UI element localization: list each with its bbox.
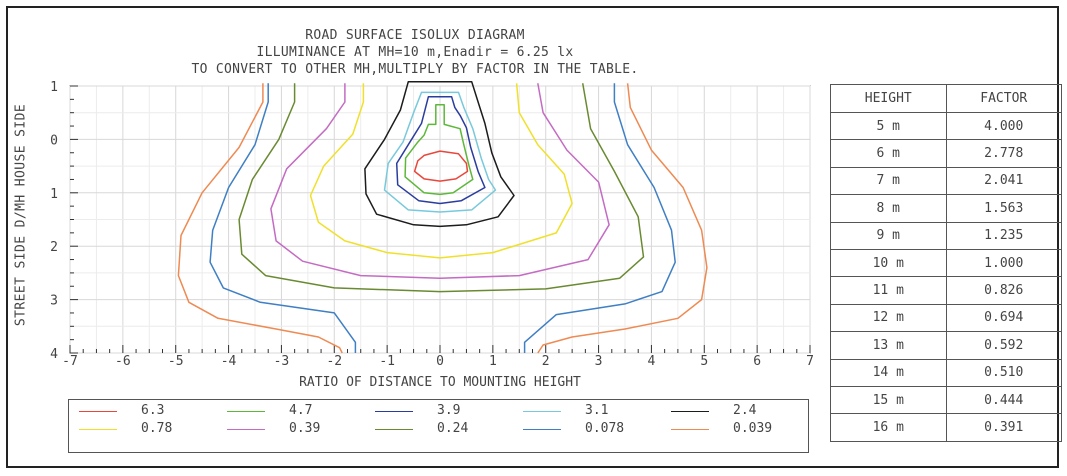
x-tick-label: -1	[379, 354, 395, 369]
chart-title: ROAD SURFACE ISOLUX DIAGRAM	[305, 28, 525, 43]
factor-cell: 0.391	[945, 413, 1062, 442]
contour-0-39	[270, 83, 610, 279]
legend-label: 0.39	[289, 421, 321, 436]
table-row: 16 m 0.391	[830, 413, 1062, 442]
y-tick-label: 3	[50, 294, 58, 309]
table-row: 9 m 1.235	[830, 221, 1062, 250]
table-row: 7 m 2.041	[830, 166, 1062, 196]
x-tick-label: -4	[221, 354, 237, 369]
x-tick-label: -7	[62, 354, 78, 369]
legend: 6.3 4.7 3.9 3.1 2.4 0.78 0.39 0.24 0.078 0.039	[68, 399, 809, 453]
legend-label: 3.1	[585, 403, 609, 418]
factor-cell: 0.826	[945, 276, 1062, 305]
factor-cell: 4.000	[945, 111, 1062, 141]
legend-swatch	[79, 429, 117, 430]
height-cell: 14 m	[830, 358, 947, 387]
height-cell: 7 m	[830, 166, 947, 196]
table-row: 5 m 4.000	[830, 111, 1062, 141]
x-tick-label: -2	[326, 354, 342, 369]
contour-4-7	[404, 103, 474, 196]
contour-6-3	[413, 150, 469, 182]
legend-swatch	[523, 429, 561, 430]
x-tick-label: 6	[753, 354, 761, 369]
table-row: 11 m 0.826	[830, 276, 1062, 305]
y-tick-label: 1	[50, 80, 58, 95]
factor-header: FACTOR	[945, 84, 1062, 113]
legend-swatch	[375, 411, 413, 412]
x-tick-label: -3	[274, 354, 290, 369]
height-cell: 5 m	[830, 111, 947, 141]
x-tick-label: 3	[595, 354, 603, 369]
table-row: 15 m 0.444	[830, 385, 1062, 415]
legend-swatch	[227, 411, 265, 412]
legend-label: 0.78	[141, 421, 173, 436]
factor-cell: 2.041	[945, 166, 1062, 196]
factor-cell: 1.000	[945, 248, 1062, 278]
legend-label: 3.9	[437, 403, 461, 418]
factor-cell: 1.563	[945, 194, 1062, 223]
legend-swatch	[523, 411, 561, 412]
height-cell: 15 m	[830, 385, 947, 415]
legend-label: 0.039	[733, 421, 773, 436]
height-cell: 12 m	[830, 303, 947, 333]
x-tick-label: 2	[542, 354, 550, 369]
factor-cell: 1.235	[945, 221, 1062, 250]
height-header: HEIGHT	[830, 84, 947, 113]
contour-0-24	[238, 83, 645, 293]
contour-0-039	[177, 83, 708, 354]
contour-2-4	[364, 80, 515, 228]
chart-subtitle: ILLUMINANCE AT MH=10 m,Enadir = 6.25 lx	[256, 45, 574, 60]
height-cell: 8 m	[830, 194, 947, 223]
factor-table-header: HEIGHT FACTOR	[830, 84, 1062, 113]
legend-swatch	[227, 429, 265, 430]
table-row: 14 m 0.510	[830, 358, 1062, 387]
legend-label: 6.3	[141, 403, 165, 418]
contour-0-78	[309, 83, 573, 259]
height-cell: 16 m	[830, 413, 947, 442]
legend-swatch	[79, 411, 117, 412]
factor-cell: 0.694	[945, 303, 1062, 333]
y-tick-label: 0	[50, 133, 58, 148]
contour-0-078	[209, 83, 676, 353]
table-row: 10 m 1.000	[830, 248, 1062, 278]
x-axis-label: RATIO OF DISTANCE TO MOUNTING HEIGHT	[299, 375, 581, 390]
factor-cell: 0.444	[945, 385, 1062, 415]
y-tick-label: 1	[50, 187, 58, 202]
factor-cell: 0.592	[945, 331, 1062, 360]
table-row: 13 m 0.592	[830, 331, 1062, 360]
legend-label: 0.078	[585, 421, 625, 436]
factor-cell: 0.510	[945, 358, 1062, 387]
x-tick-label: -6	[115, 354, 131, 369]
legend-label: 4.7	[289, 403, 313, 418]
x-tick-label: 7	[806, 354, 814, 369]
x-tick-label: 0	[436, 354, 444, 369]
contour-3-9	[395, 95, 486, 205]
factor-table: HEIGHT FACTOR 5 m 4.000 6 m 2.778 7 m 2.041 8 …	[830, 84, 1062, 442]
legend-label: 0.24	[437, 421, 469, 436]
factor-cell: 2.778	[945, 139, 1062, 168]
height-cell: 9 m	[830, 221, 947, 250]
height-cell: 11 m	[830, 276, 947, 305]
legend-swatch	[671, 429, 709, 430]
contour-3-1	[383, 91, 497, 213]
table-row: 6 m 2.778	[830, 139, 1062, 168]
legend-label: 2.4	[733, 403, 757, 418]
y-tick-label: 4	[50, 347, 58, 362]
x-tick-label: 1	[489, 354, 497, 369]
y-tick-label: 2	[50, 240, 58, 255]
legend-swatch	[671, 411, 709, 412]
height-cell: 10 m	[830, 248, 947, 278]
height-cell: 6 m	[830, 139, 947, 168]
x-tick-label: 5	[700, 354, 708, 369]
x-tick-label: 4	[648, 354, 656, 369]
legend-swatch	[375, 429, 413, 430]
table-row: 8 m 1.563	[830, 194, 1062, 223]
chart-note: TO CONVERT TO OTHER MH,MULTIPLY BY FACTO…	[191, 62, 639, 77]
height-cell: 13 m	[830, 331, 947, 360]
x-tick-label: -5	[168, 354, 184, 369]
table-row: 12 m 0.694	[830, 303, 1062, 333]
